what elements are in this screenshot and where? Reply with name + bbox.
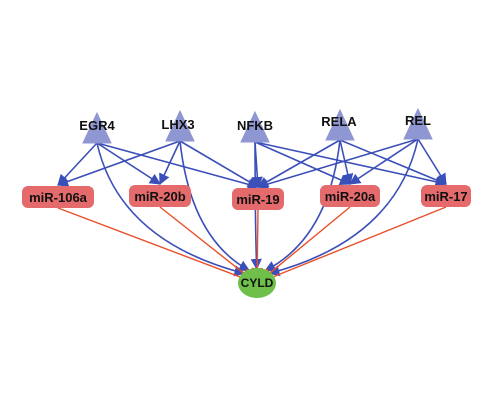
activation-edge-lhx3-to-mir19 bbox=[179, 140, 259, 188]
activation-edge-rel-to-cyld bbox=[268, 138, 419, 277]
tf-label-rela: RELA bbox=[321, 114, 357, 129]
mirna-label-mir19: miR-19 bbox=[236, 192, 279, 207]
mirna-node-mir20a bbox=[320, 185, 380, 207]
activation-edge-lhx3-to-mir20b bbox=[159, 140, 181, 186]
mirna-node-mir20b bbox=[129, 185, 191, 207]
mirna-node-mir17 bbox=[421, 185, 471, 207]
nodes-layer bbox=[22, 107, 471, 298]
activation-edge-egr4-to-cyld bbox=[96, 142, 246, 277]
activation-edge-rela-to-cyld bbox=[264, 139, 341, 272]
tf-node-rel bbox=[403, 107, 433, 140]
target-node-cyld bbox=[238, 268, 276, 298]
labels-layer: EGR4 LHX3 NFKB RELA REL miR-106a miR-20b miR-19… bbox=[29, 113, 468, 290]
mirna-node-mir106a bbox=[22, 186, 94, 208]
mirna-label-mir20b: miR-20b bbox=[134, 189, 185, 204]
activation-edge-nfkb-to-cyld bbox=[250, 141, 262, 271]
tf-node-lhx3 bbox=[165, 109, 195, 142]
inhibition-edge-mir106a-to-cyld bbox=[57, 207, 245, 284]
edges-layer bbox=[56, 138, 448, 284]
tf-label-egr4: EGR4 bbox=[79, 118, 115, 133]
activation-edge-rela-to-mir17 bbox=[339, 139, 448, 186]
tf-label-lhx3: LHX3 bbox=[161, 117, 194, 132]
inhibition-edge-mir17-to-cyld bbox=[269, 206, 447, 283]
activation-edge-egr4-to-mir19 bbox=[96, 142, 260, 190]
target-label-cyld: CYLD bbox=[241, 276, 274, 290]
mirna-node-mir19 bbox=[232, 188, 284, 210]
inhibition-edge-mir20a-to-cyld bbox=[264, 206, 351, 279]
activation-edge-lhx3-to-cyld bbox=[179, 140, 251, 272]
mirna-label-mir20a: miR-20a bbox=[325, 189, 376, 204]
tf-label-nfkb: NFKB bbox=[237, 118, 273, 133]
activation-edge-rel-to-mir17 bbox=[417, 138, 447, 185]
tf-node-nfkb bbox=[240, 110, 270, 143]
activation-edge-rel-to-mir19 bbox=[256, 138, 419, 190]
inhibition-edge-mir19-to-cyld bbox=[251, 209, 263, 271]
mirna-label-mir106a: miR-106a bbox=[29, 190, 88, 205]
tf-label-rel: REL bbox=[405, 113, 431, 128]
activation-edge-egr4-to-mir20b bbox=[96, 142, 161, 185]
activation-edge-nfkb-to-mir17 bbox=[254, 141, 448, 188]
tf-node-egr4 bbox=[82, 111, 112, 144]
tf-node-rela bbox=[325, 108, 355, 141]
activation-edge-rela-to-mir19 bbox=[257, 139, 341, 188]
activation-edge-rel-to-mir20a bbox=[349, 138, 419, 185]
activation-edge-rela-to-mir20a bbox=[339, 139, 354, 186]
inhibition-edge-mir20b-to-cyld bbox=[159, 206, 249, 279]
activation-edge-lhx3-to-mir106a bbox=[56, 140, 181, 187]
activation-edge-nfkb-to-mir20a bbox=[254, 141, 352, 186]
mirna-label-mir17: miR-17 bbox=[424, 189, 467, 204]
